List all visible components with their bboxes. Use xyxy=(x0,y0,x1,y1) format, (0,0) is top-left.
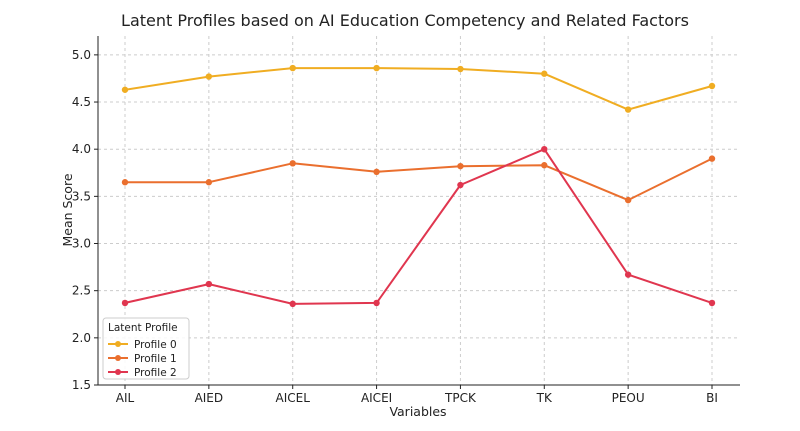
data-point-profile-1 xyxy=(289,160,296,167)
legend-label-profile-1: Profile 1 xyxy=(134,353,177,365)
x-tick-label: AICEI xyxy=(361,391,392,405)
series-line-profile-2 xyxy=(124,148,713,305)
y-ticks: 1.5 2.0 2.5 3.0 3.5 4.0 4.5 5.0 xyxy=(72,48,98,392)
y-tick-label: 2.0 xyxy=(72,331,91,345)
x-tick-label: AIED xyxy=(195,391,224,405)
data-point-profile-0 xyxy=(373,64,380,72)
data-point-profile-0 xyxy=(205,73,213,80)
data-point-profile-0 xyxy=(541,70,548,77)
data-point-profile-0 xyxy=(121,86,129,93)
x-axis-title: Variables xyxy=(389,404,446,419)
data-point-profile-2 xyxy=(373,299,380,307)
data-point-profile-2 xyxy=(708,299,716,307)
y-tick-label: 5.0 xyxy=(72,48,91,62)
data-point-profile-2 xyxy=(541,145,548,153)
legend-marker-profile-1 xyxy=(115,355,121,361)
data-point-profile-2 xyxy=(205,280,213,288)
legend-box xyxy=(102,317,190,380)
y-tick-label: 4.0 xyxy=(72,142,91,156)
legend-marker-profile-0 xyxy=(115,341,121,347)
series-layer xyxy=(121,64,716,308)
data-point-profile-1 xyxy=(373,168,380,176)
x-tick-label: TPCK xyxy=(444,391,477,405)
data-point-profile-0 xyxy=(289,64,296,72)
data-point-profile-1 xyxy=(121,179,129,186)
y-tick-label: 2.5 xyxy=(72,284,91,298)
data-point-profile-2 xyxy=(624,271,632,278)
x-ticks: AIL AIED AICEL AICEI TPCK TK PEOU BI xyxy=(116,385,718,405)
data-point-profile-1 xyxy=(708,155,716,162)
data-point-profile-2 xyxy=(289,300,296,308)
y-tick-label: 4.5 xyxy=(72,95,91,109)
data-point-profile-2 xyxy=(121,299,129,307)
chart-title: Latent Profiles based on AI Education Co… xyxy=(121,11,689,30)
data-point-profile-0 xyxy=(457,65,464,73)
series-line-profile-1 xyxy=(125,157,713,202)
x-tick-label: AICEL xyxy=(276,391,311,405)
y-tick-label: 3.5 xyxy=(72,189,91,203)
data-point-profile-1 xyxy=(205,179,213,186)
series-line-profile-0 xyxy=(124,67,713,111)
x-tick-label: PEOU xyxy=(612,391,645,405)
legend: Latent Profile Profile 0 Profile 1 Profile… xyxy=(102,317,190,380)
data-point-profile-1 xyxy=(624,196,632,204)
axes xyxy=(97,36,740,386)
legend-marker-profile-2 xyxy=(115,369,121,375)
legend-title: Latent Profile xyxy=(108,322,178,334)
y-tick-label: 3.0 xyxy=(72,237,91,251)
grid xyxy=(98,36,740,385)
x-tick-label: BI xyxy=(706,391,718,405)
legend-label-profile-2: Profile 2 xyxy=(134,367,177,379)
data-point-profile-2 xyxy=(457,181,464,189)
x-tick-label: AIL xyxy=(116,391,135,405)
x-tick-label: TK xyxy=(536,391,553,405)
y-axis-title: Mean Score xyxy=(60,173,75,246)
data-point-profile-0 xyxy=(708,82,716,90)
legend-label-profile-0: Profile 0 xyxy=(134,339,177,351)
data-point-profile-1 xyxy=(457,162,464,170)
data-point-profile-1 xyxy=(541,162,548,169)
data-point-profile-0 xyxy=(624,106,632,113)
y-tick-label: 1.5 xyxy=(72,378,91,392)
